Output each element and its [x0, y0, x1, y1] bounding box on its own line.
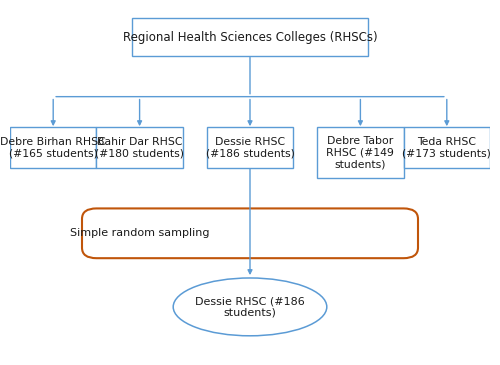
- Text: Teda RHSC
(#173 students): Teda RHSC (#173 students): [402, 137, 491, 158]
- Text: Debre Tabor
RHSC (#149
students): Debre Tabor RHSC (#149 students): [326, 136, 394, 169]
- FancyBboxPatch shape: [96, 127, 183, 168]
- Text: Dessie RHSC
(#186 students): Dessie RHSC (#186 students): [206, 137, 294, 158]
- Text: Bahir Dar RHSC
(#180 students): Bahir Dar RHSC (#180 students): [95, 137, 184, 158]
- FancyBboxPatch shape: [404, 127, 490, 168]
- Text: Regional Health Sciences Colleges (RHSCs): Regional Health Sciences Colleges (RHSCs…: [122, 31, 378, 43]
- FancyBboxPatch shape: [132, 18, 368, 56]
- FancyBboxPatch shape: [10, 127, 97, 168]
- Text: Dessie RHSC (#186
students): Dessie RHSC (#186 students): [195, 296, 305, 318]
- FancyBboxPatch shape: [317, 127, 404, 178]
- FancyBboxPatch shape: [207, 127, 293, 168]
- FancyBboxPatch shape: [82, 208, 418, 258]
- Text: Simple random sampling: Simple random sampling: [70, 228, 209, 238]
- Ellipse shape: [173, 278, 327, 336]
- Text: Debre Birhan RHSC
(#165 students): Debre Birhan RHSC (#165 students): [0, 137, 106, 158]
